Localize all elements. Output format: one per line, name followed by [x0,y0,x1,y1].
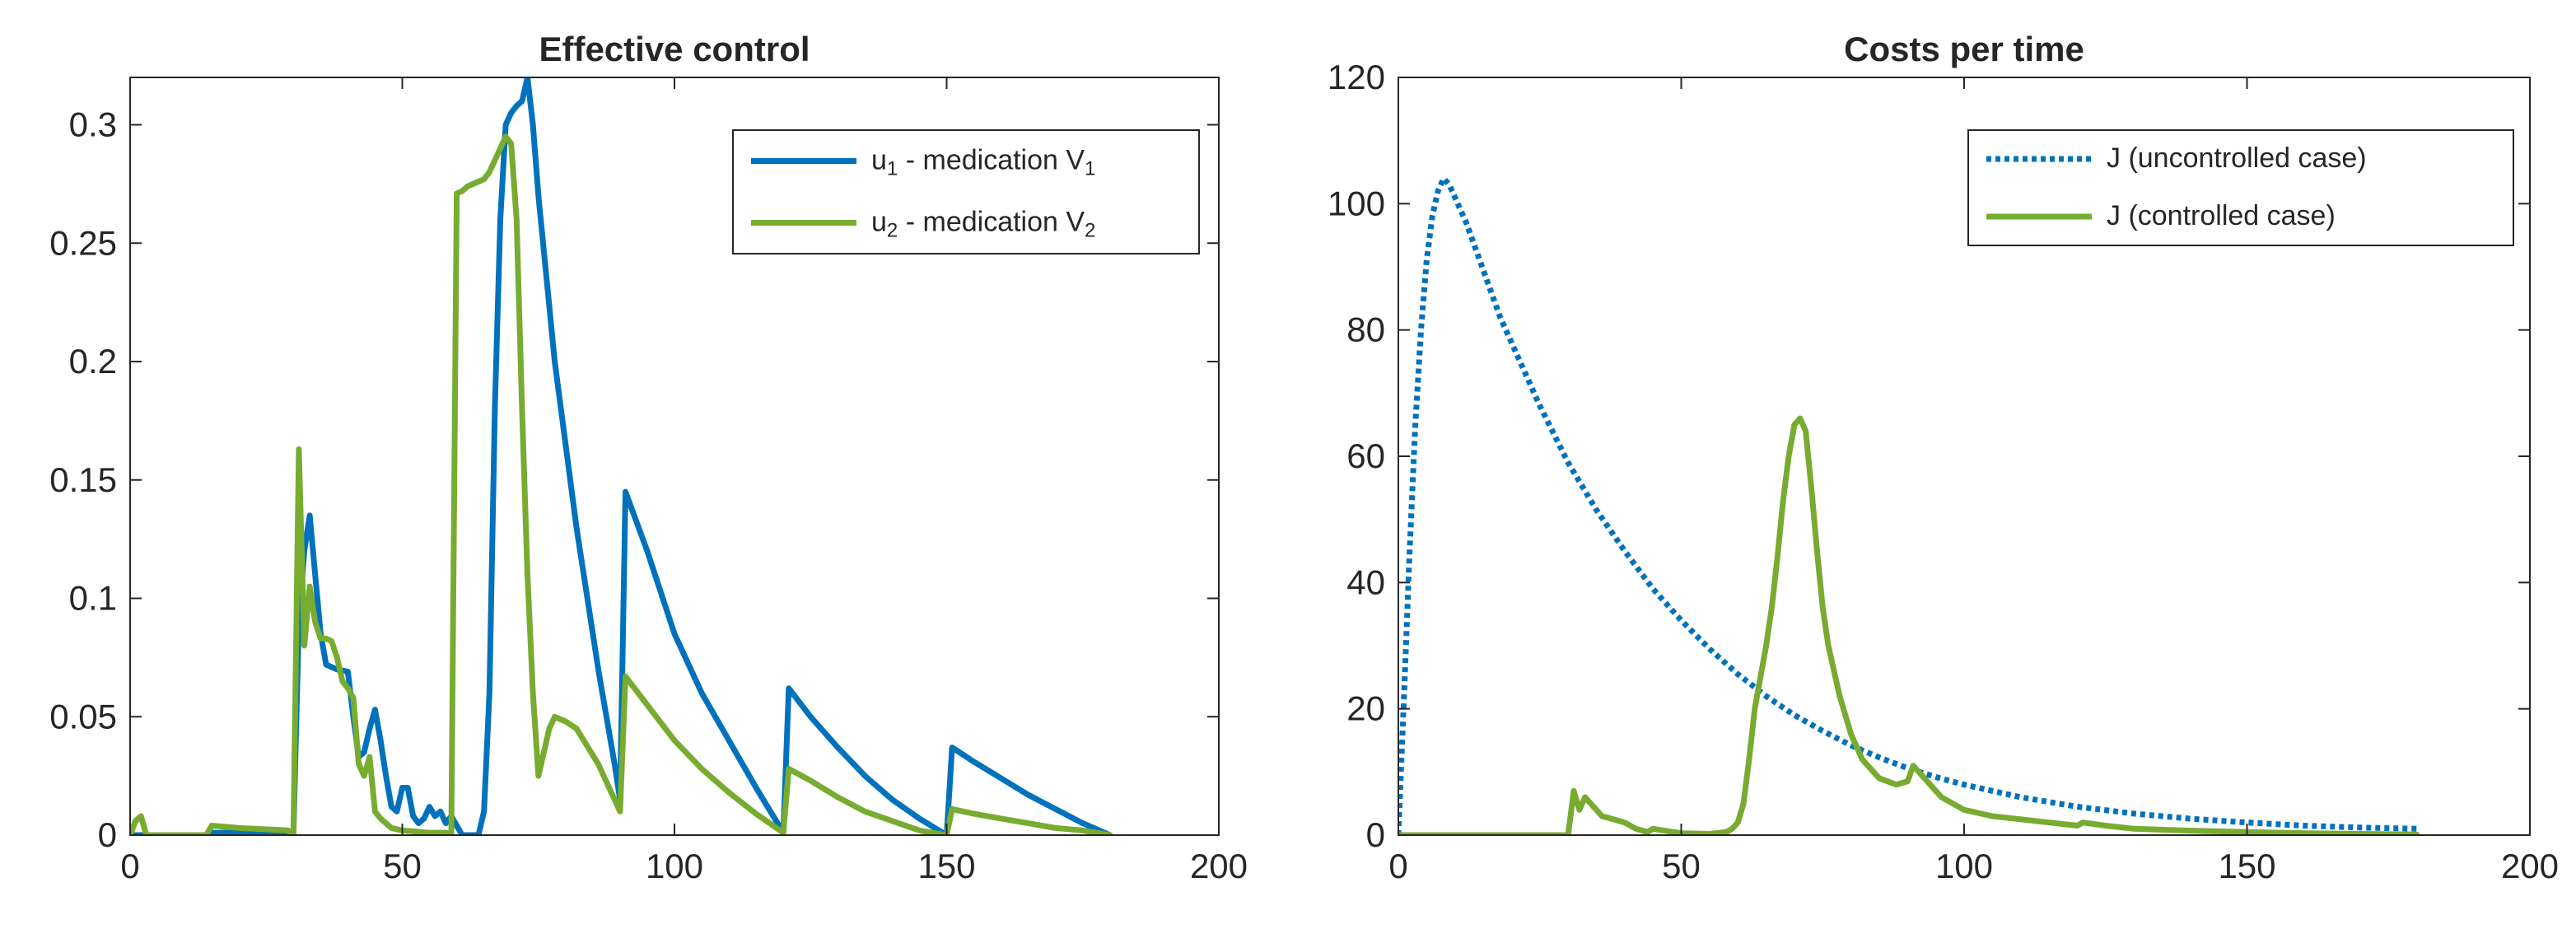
legend-main: J (uncontrolled case) [2107,142,2367,174]
legend-mid: - medication V [898,145,1085,176]
legend-label-2: J (controlled case) [2107,200,2336,231]
panel-effective-control: Effective control 0 50 100 150 200 0 0.05 0.1 0.1… [49,30,1248,885]
x-tick-label: 200 [2501,847,2559,885]
x-tick-label: 100 [1935,847,1993,885]
y-tick-label: 0.25 [49,223,117,262]
x-tick-label: 0 [120,847,139,885]
x-tick-label: 200 [1190,847,1248,885]
y-tick-label: 40 [1346,563,1385,601]
legend-mid: - medication V [898,207,1085,238]
legend-sub2: 1 [1085,158,1095,180]
x-tick-label: 50 [383,847,422,885]
y-tick-label: 20 [1346,689,1385,728]
legend-main: u [871,207,887,238]
legend-main: J (controlled case) [2107,200,2336,231]
y-tick-label: 0.2 [69,342,117,380]
y-tick-label: 80 [1346,310,1385,349]
y-tick-label: 0.05 [49,697,117,735]
y-tick-label: 100 [1328,184,1385,222]
series-line-1 [1398,175,2417,835]
x-tick-label: 100 [646,847,703,885]
legend-box [1967,129,2514,246]
legend-sub1: 2 [887,220,898,242]
legend-sub2: 2 [1085,220,1095,242]
y-tick-label: 120 [1328,58,1385,96]
legend-box [732,129,1200,254]
x-tick-label: 50 [1662,847,1701,885]
series-line-2 [130,133,1113,835]
x-tick-label: 150 [917,847,975,885]
y-tick-label: 0.15 [49,460,117,499]
x-tick-label: 150 [2218,847,2275,885]
y-tick-label: 0 [98,815,117,854]
chart-title: Costs per time [1844,30,2084,68]
y-tick-label: 0 [1366,815,1385,854]
legend-label-1: J (uncontrolled case) [2107,142,2367,174]
chart-title: Effective control [539,30,810,68]
legend-sub1: 1 [887,158,898,180]
legend-main: u [871,145,887,176]
series-line-2 [1398,415,2420,835]
legend: J (uncontrolled case) J (controlled case) [1967,129,2514,246]
y-tick-label: 60 [1346,436,1385,475]
x-tick-label: 0 [1388,847,1407,885]
series-group [1398,175,2420,835]
panel-costs-per-time: Costs per time 0 50 100 150 200 0 20 40 60 80 100 12… [1328,30,2559,885]
legend-label-1: u1 - medication V1 [871,145,1095,180]
y-tick-label: 0.1 [69,579,117,618]
legend-label-2: u2 - medication V2 [871,207,1095,242]
y-tick-label: 0.3 [69,105,117,144]
series-group [130,77,1113,835]
